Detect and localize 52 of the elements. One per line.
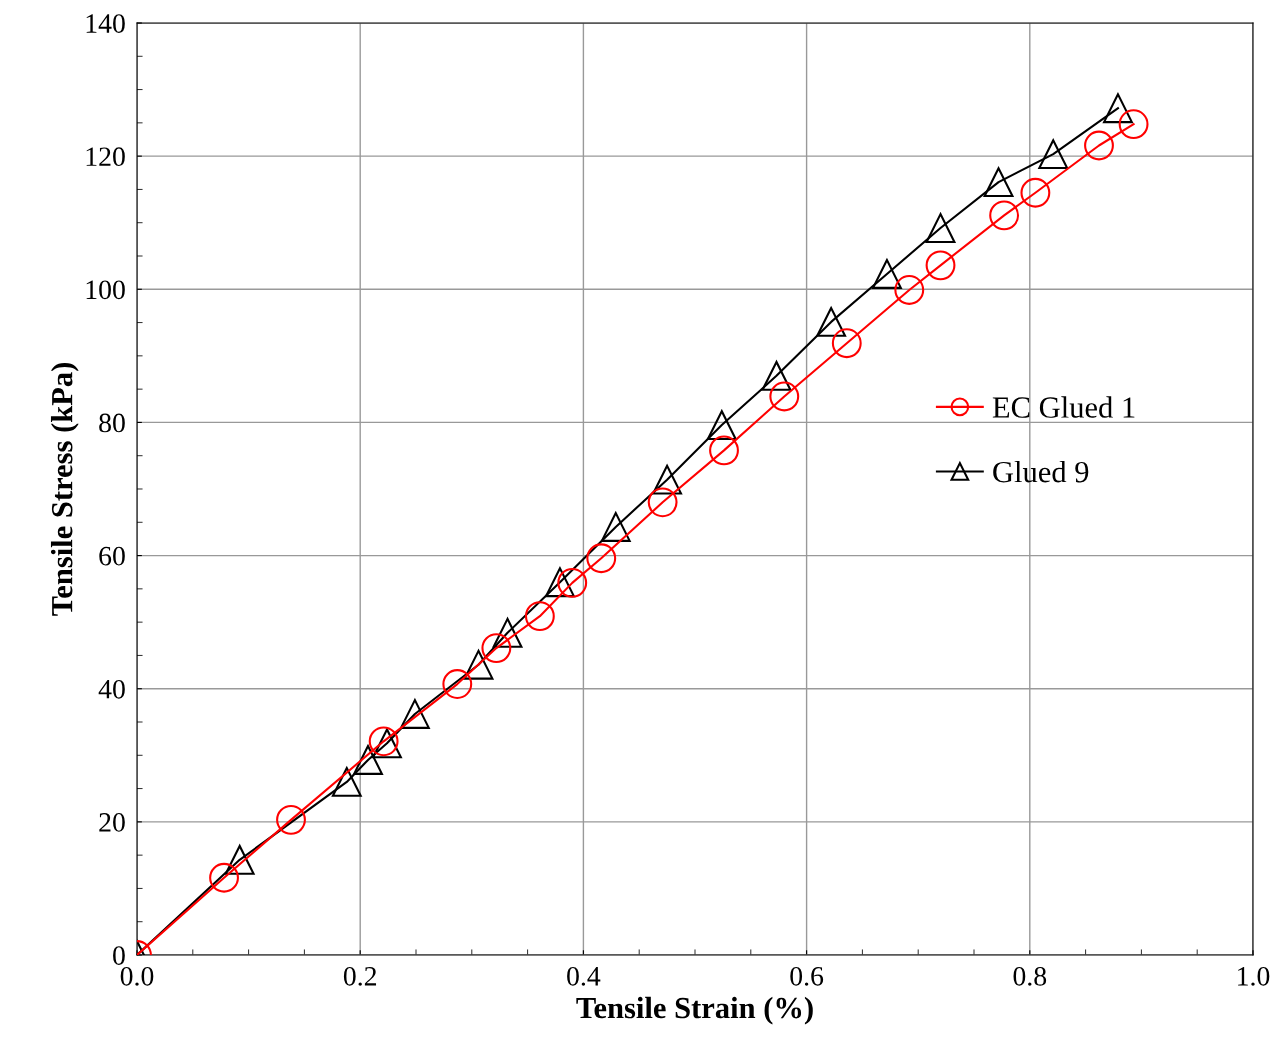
point <box>652 464 683 495</box>
point <box>463 649 494 680</box>
point <box>816 306 847 337</box>
y-tick-label: 20 <box>99 813 125 832</box>
point <box>983 167 1014 198</box>
point <box>224 844 255 875</box>
x-tick-label: 0.4 <box>567 966 601 986</box>
x-tick-label: 1.0 <box>1238 966 1270 986</box>
x-tick-label: 0.0 <box>120 966 154 986</box>
point <box>545 567 575 598</box>
point <box>1103 93 1133 124</box>
point <box>442 669 473 699</box>
x-tick-label: 0.2 <box>343 966 377 986</box>
y-tick-label: 80 <box>99 413 125 433</box>
x-tick-label: 0.6 <box>790 966 824 986</box>
point <box>1118 109 1149 140</box>
y-tick-label: 40 <box>98 679 125 699</box>
y-tick-label: 120 <box>86 147 125 167</box>
point <box>925 250 956 281</box>
point <box>1020 177 1051 208</box>
point <box>831 328 862 359</box>
point <box>989 200 1020 231</box>
point <box>557 567 588 598</box>
y-tick-label: 100 <box>86 280 125 300</box>
y-tick-label: 140 <box>86 14 125 33</box>
point <box>894 275 925 305</box>
point <box>1084 130 1114 161</box>
point <box>761 360 792 391</box>
point <box>647 487 678 518</box>
legend-label: Glued 9 <box>993 460 1089 483</box>
point <box>586 543 617 574</box>
y-axis-title: Tensile Stress (kPa) <box>50 363 79 616</box>
point <box>600 512 631 542</box>
y-tick-label: 60 <box>99 546 125 566</box>
point <box>492 617 523 648</box>
point <box>769 381 800 412</box>
point <box>524 601 555 632</box>
legend-label: EC Glued 1 <box>992 396 1135 418</box>
point <box>399 699 430 729</box>
y-tick-label: 0 <box>113 946 125 965</box>
x-axis-title: Tensile Strain (%) <box>576 996 813 1025</box>
point <box>331 766 362 797</box>
point <box>709 435 739 466</box>
point <box>276 804 306 835</box>
point <box>1038 139 1069 170</box>
point <box>209 862 239 893</box>
point <box>706 410 737 441</box>
point <box>353 745 383 775</box>
x-tick-label: 0.8 <box>1013 966 1047 986</box>
point <box>481 633 512 664</box>
point <box>872 259 902 289</box>
point <box>925 213 956 243</box>
